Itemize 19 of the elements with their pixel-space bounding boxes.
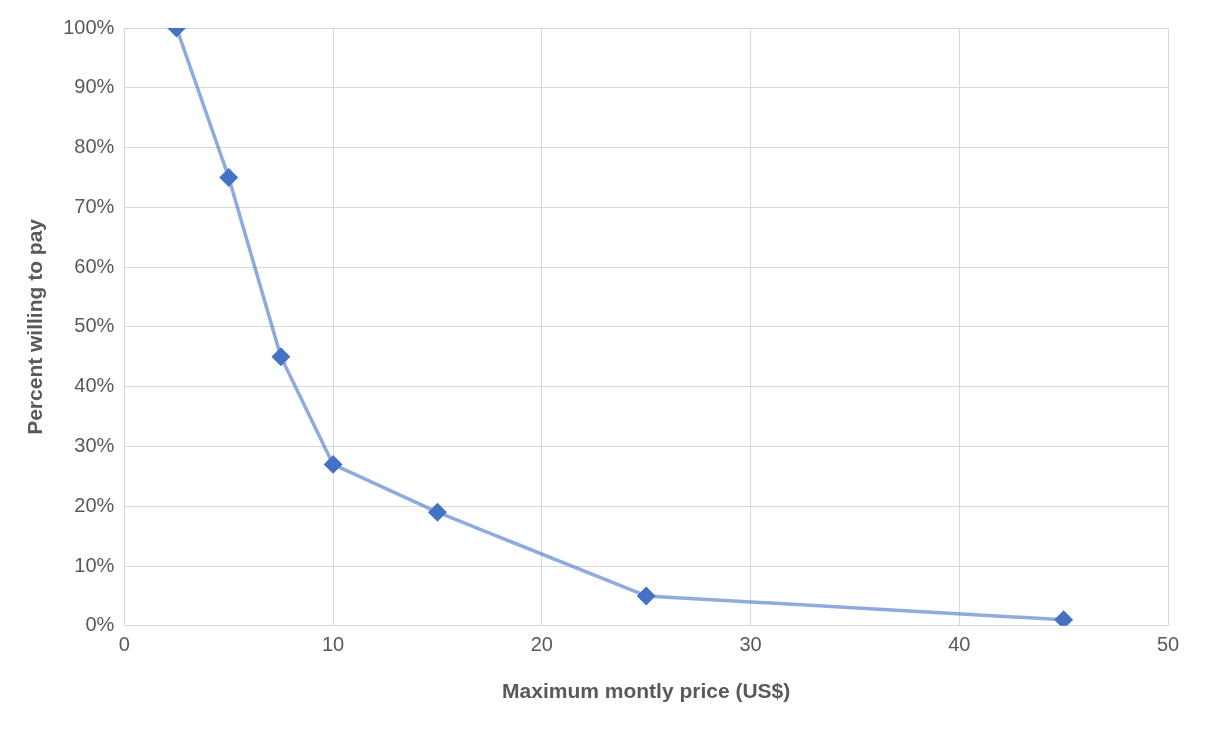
y-tick-label: 60% <box>74 254 115 277</box>
y-tick-label: 40% <box>74 374 115 397</box>
x-tick-label: 20 <box>530 633 553 656</box>
y-tick-label: 90% <box>74 75 115 98</box>
y-tick-label: 70% <box>74 194 115 217</box>
x-tick-label: 10 <box>321 633 345 656</box>
y-tick-label: 20% <box>74 493 115 516</box>
x-axis-title: Maximum montly price (US$) <box>502 679 791 703</box>
y-tick-label: 10% <box>74 553 115 576</box>
x-tick-label: 0 <box>118 633 130 656</box>
y-tick-label: 30% <box>74 433 115 456</box>
x-tick-label: 30 <box>739 633 762 656</box>
y-tick-label: 80% <box>74 135 115 158</box>
y-tick-label: 0% <box>85 613 115 636</box>
y-tick-label: 100% <box>63 15 115 38</box>
x-tick-label: 50 <box>1156 633 1180 656</box>
y-tick-label: 50% <box>74 314 115 337</box>
y-axis-title: Percent willing to pay <box>23 218 47 435</box>
x-tick-label: 40 <box>948 633 971 656</box>
